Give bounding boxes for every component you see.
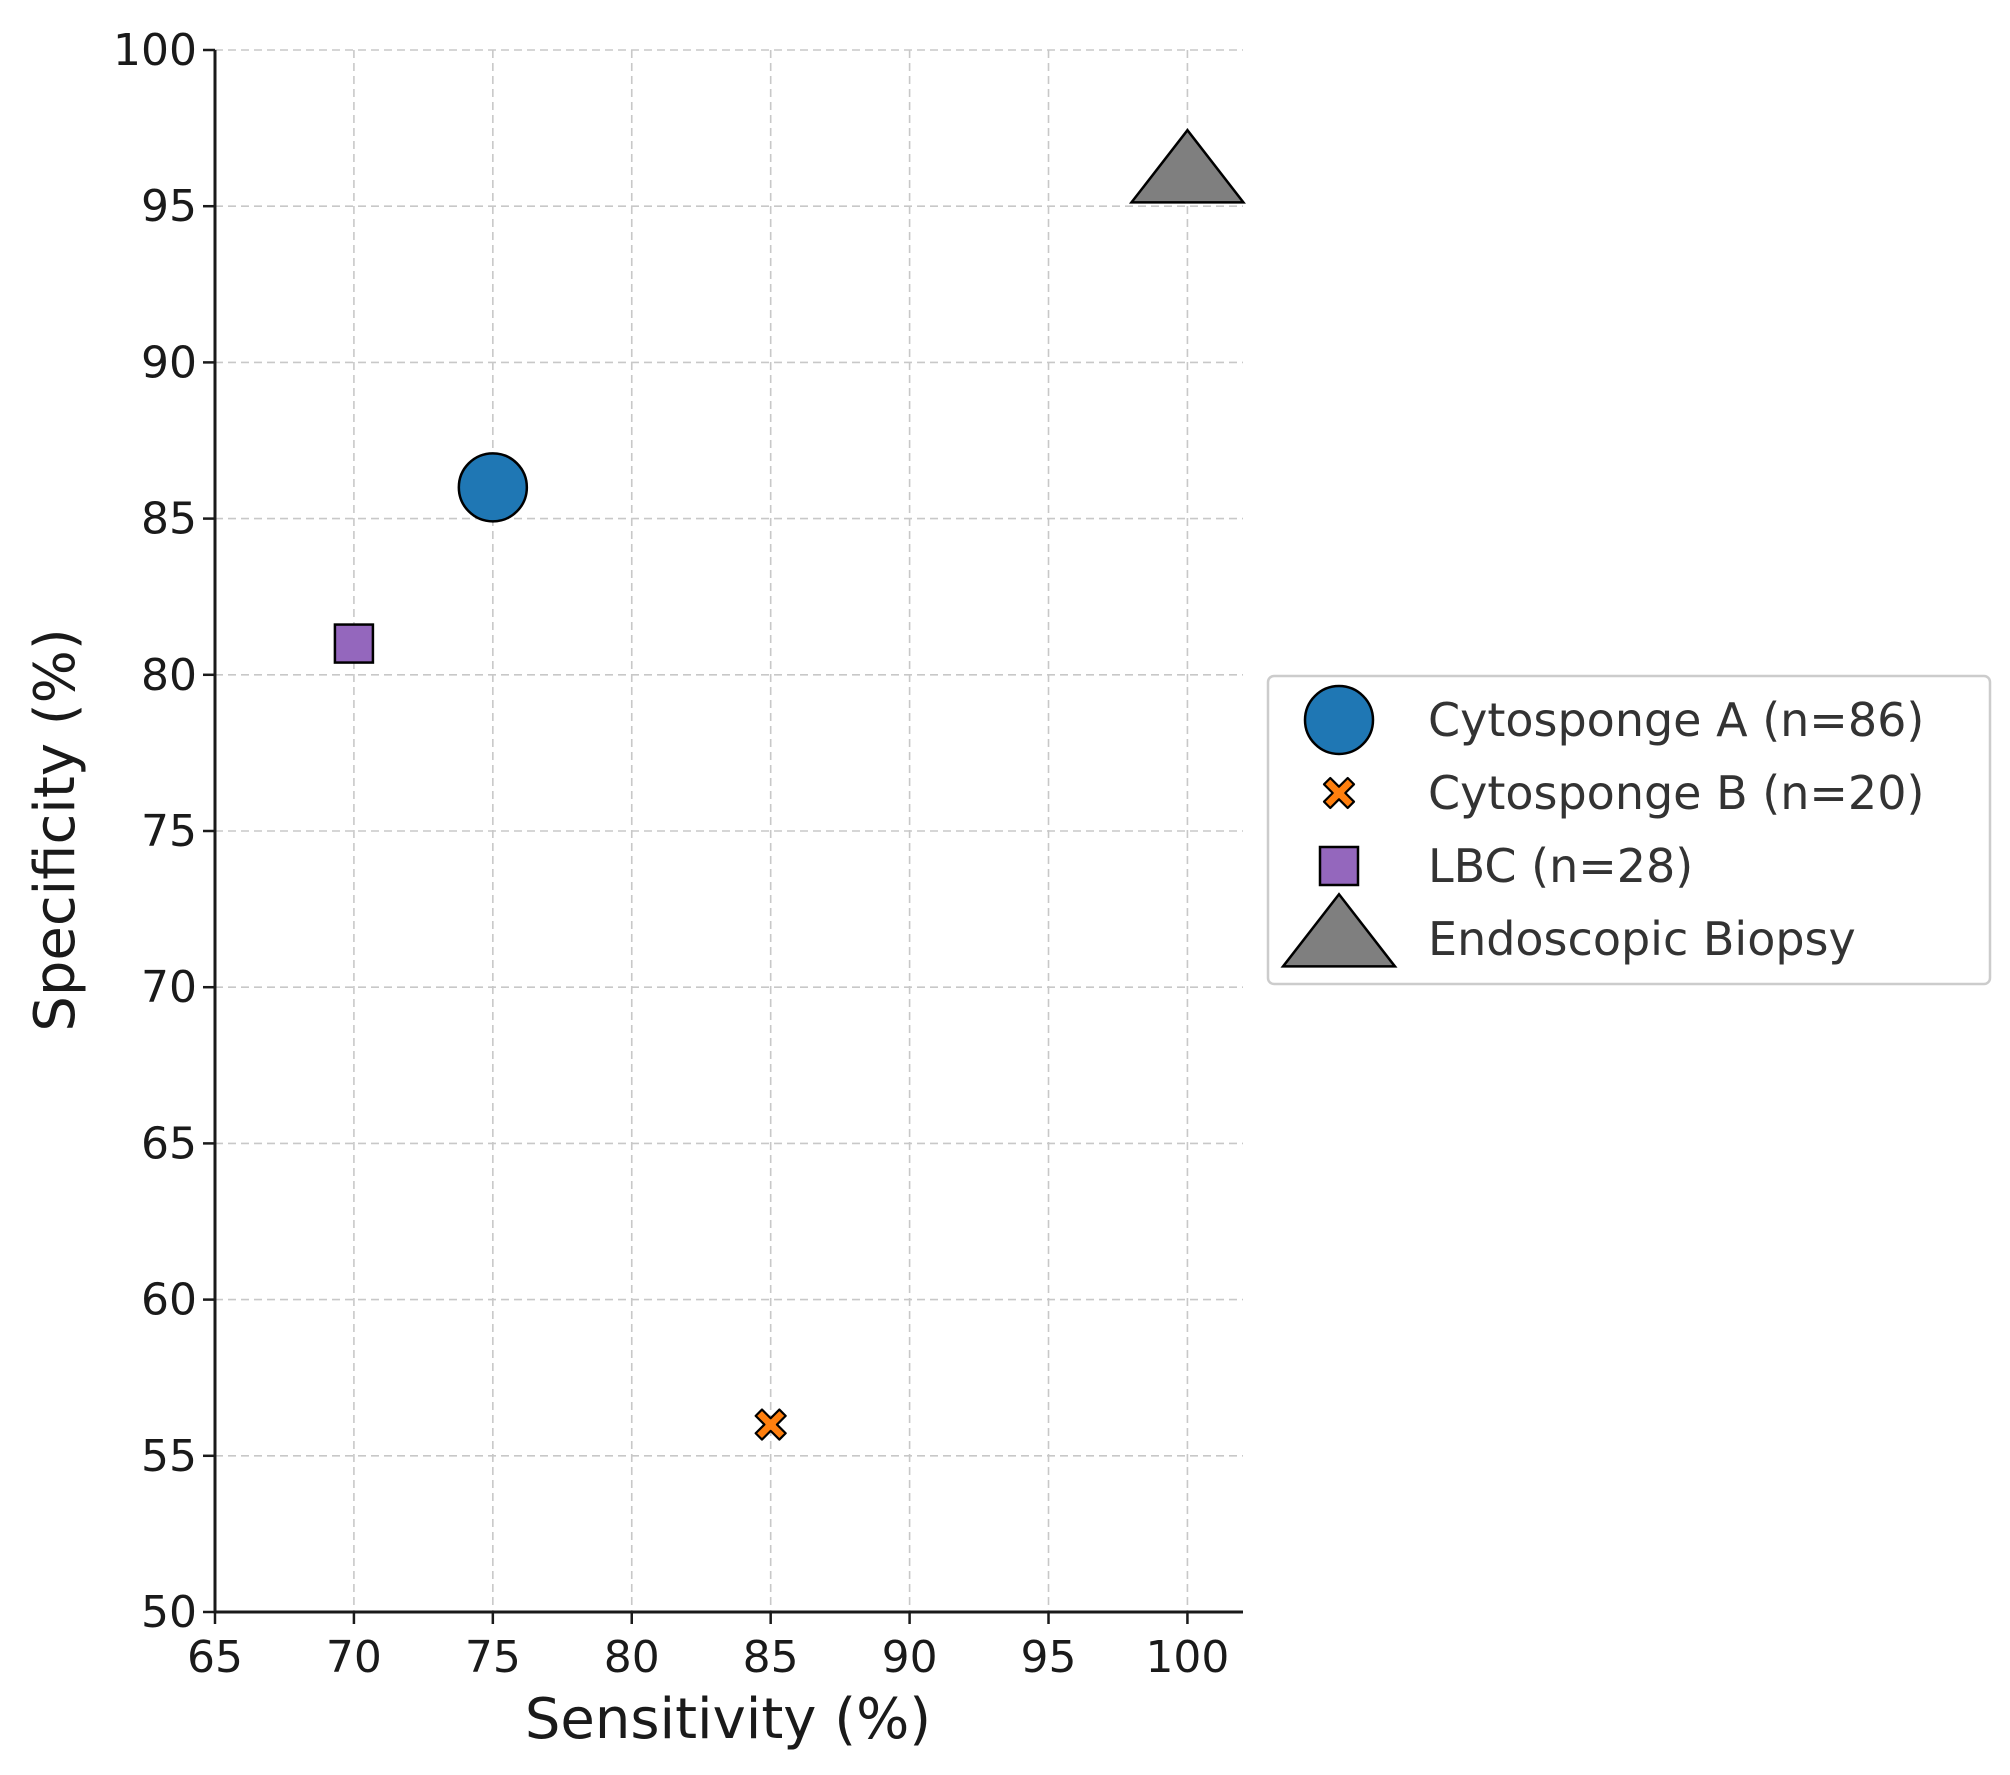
y-tick-label-55: 55 <box>141 1431 197 1482</box>
tick-labels: 65 70 75 80 85 90 95 100 50 55 60 65 70 75 80 85 90 95 100 <box>113 25 1229 1683</box>
y-tick-label-75: 75 <box>141 806 197 857</box>
x-tick-label-100: 100 <box>1145 1632 1229 1683</box>
legend-frame <box>1266 674 1992 986</box>
x-tick-label-75: 75 <box>465 1632 521 1683</box>
y-tick-label-100: 100 <box>113 25 197 76</box>
x-tick-label-70: 70 <box>326 1632 382 1683</box>
y-tick-label-85: 85 <box>141 494 197 545</box>
data-point-2 <box>754 1408 787 1441</box>
y-tick-label-60: 60 <box>141 1275 197 1326</box>
legend: Cytosponge A (n=86) Cytosponge B (n=20) LB… <box>1266 674 1992 986</box>
y-tick-label-50: 50 <box>141 1587 197 1638</box>
y-tick-label-90: 90 <box>141 337 197 388</box>
grid <box>214 49 1243 1613</box>
legend-marker-2 <box>1322 776 1356 810</box>
legend-label-2: Cytosponge B (n=20) <box>1428 766 1924 820</box>
y-axis-title: Specificity (%) <box>23 628 88 1031</box>
x-tick-label-90: 90 <box>882 1632 938 1683</box>
y-tick-label-95: 95 <box>141 181 197 232</box>
legend-marker-3 <box>1318 845 1360 887</box>
legend-label-4: Endoscopic Biopsy <box>1428 912 1856 966</box>
legend-marker-4 <box>1280 892 1398 968</box>
x-tick-label-80: 80 <box>604 1632 660 1683</box>
data-points <box>333 128 1246 1441</box>
legend-label-3: LBC (n=28) <box>1428 839 1693 893</box>
x-tick-label-85: 85 <box>743 1632 799 1683</box>
data-point-3 <box>333 623 375 664</box>
y-tick-label-70: 70 <box>141 962 197 1013</box>
x-tick-label-95: 95 <box>1021 1632 1077 1683</box>
y-tick-label-65: 65 <box>141 1118 197 1169</box>
axes <box>203 48 1243 1624</box>
legend-label-1: Cytosponge A (n=86) <box>1428 693 1924 747</box>
data-point-1 <box>457 452 529 523</box>
x-axis-title: Sensitivity (%) <box>525 1687 931 1752</box>
y-tick-label-80: 80 <box>141 650 197 701</box>
legend-marker-1 <box>1303 684 1375 756</box>
x-tick-label-65: 65 <box>187 1632 243 1683</box>
data-point-4 <box>1128 128 1246 204</box>
